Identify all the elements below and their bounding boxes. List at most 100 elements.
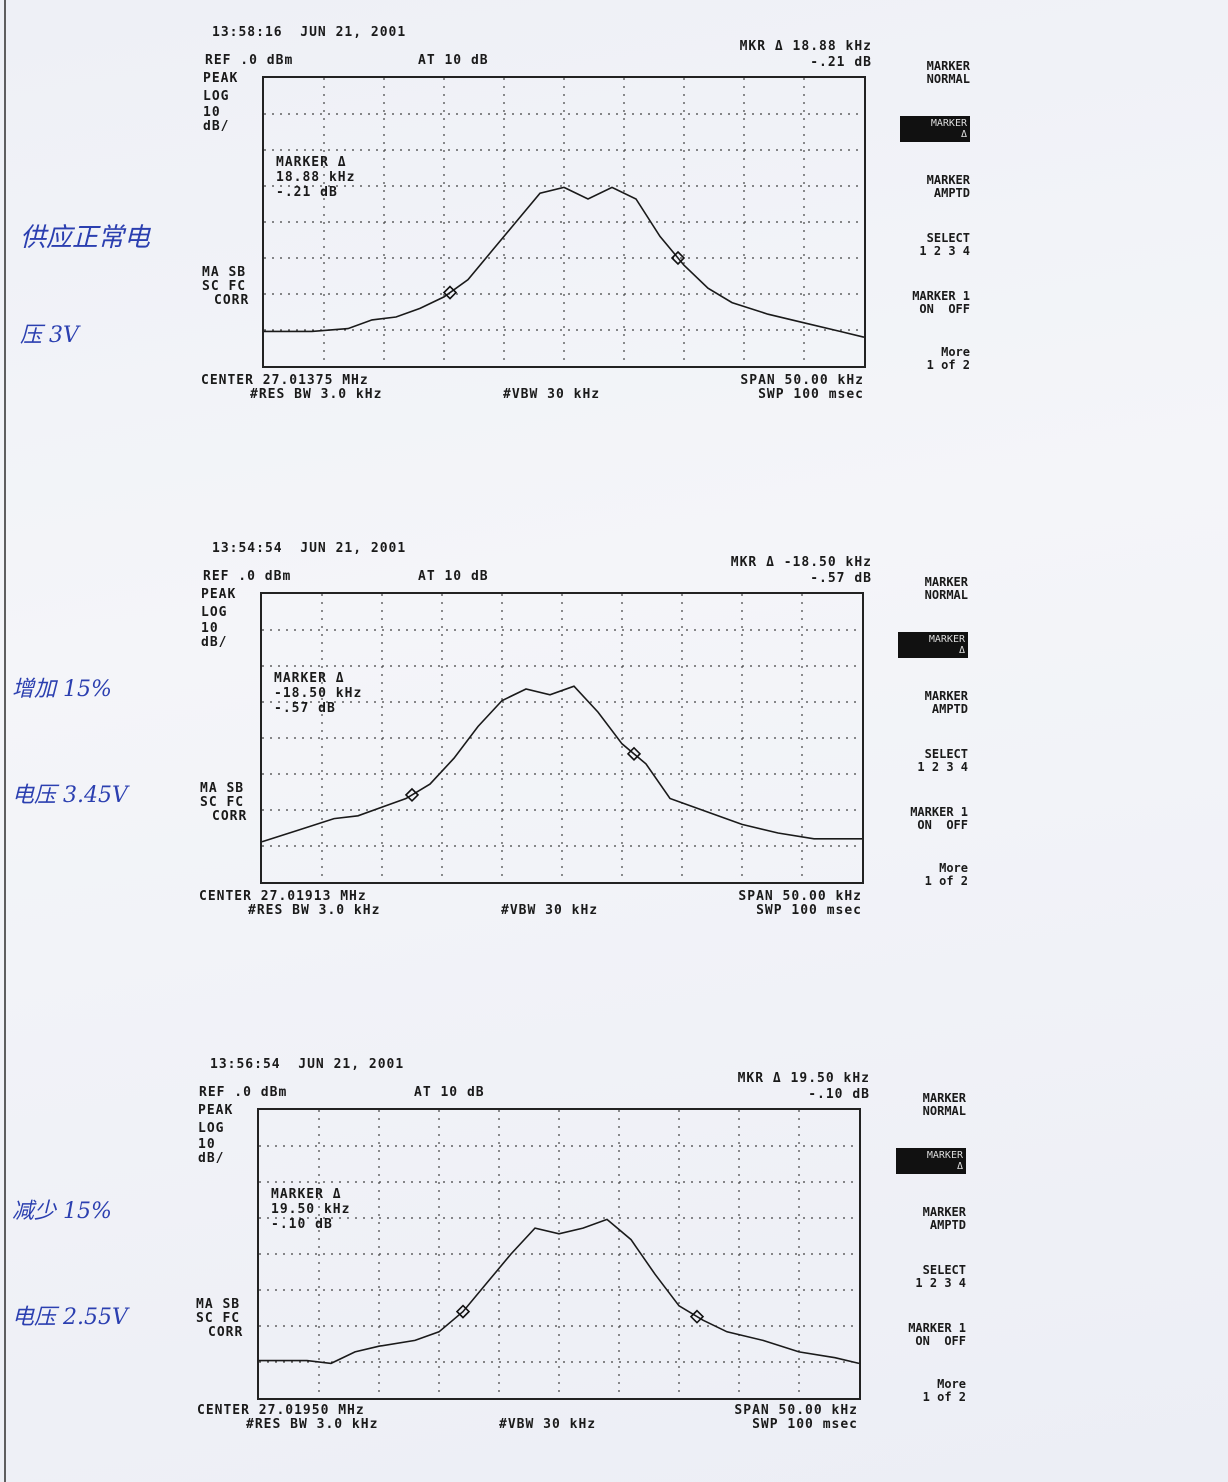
- softkey-marker-normal[interactable]: MARKER NORMAL: [868, 576, 968, 602]
- softkey-more[interactable]: More 1 of 2: [870, 346, 970, 372]
- spectrum-trace: [259, 1218, 860, 1365]
- scfc-label: SC FC: [202, 279, 247, 294]
- softkey-marker-delta[interactable]: MARKER Δ: [898, 632, 968, 658]
- trace-area: [261, 594, 862, 882]
- softkey-select[interactable]: SELECT 1 2 3 4: [866, 1264, 966, 1290]
- softkey-marker-amptd[interactable]: MARKER AMPTD: [868, 690, 968, 716]
- spectrum-trace: [264, 186, 865, 338]
- softkey-label: MARKER: [922, 1205, 966, 1219]
- softkey-panel: MARKER NORMAL MARKER Δ MARKER AMPTD SELECT…: [868, 540, 968, 920]
- softkey-label: MARKER: [924, 689, 968, 703]
- softkey-label: ON OFF: [917, 818, 968, 832]
- timestamp: 13:56:54 JUN 21, 2001: [210, 1057, 405, 1072]
- softkey-label: MARKER: [924, 575, 968, 589]
- annotation-2: 增加 15% 电压 3.45V: [12, 620, 128, 838]
- timestamp: 13:54:54 JUN 21, 2001: [212, 541, 407, 556]
- softkey-marker-amptd[interactable]: MARKER AMPTD: [870, 174, 970, 200]
- dbdiv-label: dB/: [198, 1151, 225, 1166]
- marker-box-title: MARKER Δ: [271, 1187, 342, 1202]
- center-freq: CENTER 27.01913 MHz: [199, 889, 367, 904]
- spectrum-plot-3: 13:56:54 JUN 21, 2001 REF .0 dBm AT 10 d…: [0, 1056, 1228, 1476]
- graticule: MARKER Δ 19.50 kHz -.10 dB: [257, 1108, 861, 1400]
- softkey-panel: MARKER NORMAL MARKER Δ MARKER AMPTD SELECT…: [870, 24, 970, 404]
- marker-box-freq: 18.88 kHz: [276, 170, 356, 185]
- marker-diamond: [626, 746, 642, 761]
- marker-diamond: [442, 285, 458, 300]
- softkey-select[interactable]: SELECT 1 2 3 4: [870, 232, 970, 258]
- sweep-time: SWP 100 msec: [752, 1417, 858, 1432]
- annotation-3-line2: 电压 2.55V: [12, 1305, 128, 1330]
- marker-box-title: MARKER Δ: [274, 671, 345, 686]
- ref-level: REF .0 dBm: [205, 53, 294, 68]
- scfc-label: SC FC: [200, 795, 245, 810]
- softkey-marker-delta[interactable]: MARKER Δ: [896, 1148, 966, 1174]
- marker-diamond: [455, 1304, 471, 1319]
- softkey-select[interactable]: SELECT 1 2 3 4: [868, 748, 968, 774]
- softkey-label: MARKER: [926, 59, 970, 73]
- ref-level: REF .0 dBm: [199, 1085, 288, 1100]
- log-label: LOG: [203, 89, 230, 104]
- softkey-marker1[interactable]: MARKER 1 ON OFF: [870, 290, 970, 316]
- marker-readout: MKR Δ 19.50 kHz: [737, 1071, 870, 1086]
- softkey-more[interactable]: More 1 of 2: [868, 862, 968, 888]
- marker-box-title: MARKER Δ: [276, 155, 347, 170]
- annotation-3-line1: 减少 15%: [12, 1199, 112, 1224]
- vbw: #VBW 30 kHz: [503, 387, 601, 402]
- softkey-more[interactable]: More 1 of 2: [866, 1378, 966, 1404]
- softkey-marker-amptd[interactable]: MARKER AMPTD: [866, 1206, 966, 1232]
- page-edge: [4, 0, 6, 1482]
- softkey-marker1[interactable]: MARKER 1 ON OFF: [868, 806, 968, 832]
- marker-diamond: [404, 787, 420, 803]
- res-bw: #RES BW 3.0 kHz: [246, 1417, 379, 1432]
- masb-label: MA SB: [202, 265, 247, 280]
- scfc-label: SC FC: [196, 1311, 241, 1326]
- spectrum-plot-1: 13:58:16 JUN 21, 2001 REF .0 dBm AT 10 d…: [0, 24, 1228, 444]
- scale-label: 10: [198, 1137, 216, 1152]
- softkey-label: 1 of 2: [924, 874, 968, 888]
- masb-label: MA SB: [196, 1297, 241, 1312]
- marker-readout-db: -.57 dB: [810, 571, 872, 586]
- masb-label: MA SB: [200, 781, 245, 796]
- trace-area: [264, 78, 865, 366]
- marker-diamond: [689, 1309, 705, 1324]
- softkey-label: 1 2 3 4: [919, 244, 970, 258]
- span: SPAN 50.00 kHz: [734, 1403, 858, 1418]
- annotation-2-line1: 增加 15%: [12, 677, 112, 702]
- spectrum-plot-2: 13:54:54 JUN 21, 2001 REF .0 dBm AT 10 d…: [0, 540, 1228, 960]
- softkey-label: MARKER 1: [908, 1321, 966, 1335]
- softkey-label: ON OFF: [919, 302, 970, 316]
- marker-box-db: -.21 dB: [276, 185, 338, 200]
- softkey-label: AMPTD: [931, 702, 968, 716]
- center-freq: CENTER 27.01375 MHz: [201, 373, 369, 388]
- res-bw: #RES BW 3.0 kHz: [248, 903, 381, 918]
- annotation-3: 减少 15% 电压 2.55V: [12, 1142, 128, 1360]
- softkey-marker1[interactable]: MARKER 1 ON OFF: [866, 1322, 966, 1348]
- span: SPAN 50.00 kHz: [738, 889, 862, 904]
- softkey-panel: MARKER NORMAL MARKER Δ MARKER AMPTD SELECT…: [866, 1056, 966, 1436]
- vbw: #VBW 30 kHz: [499, 1417, 597, 1432]
- res-bw: #RES BW 3.0 kHz: [250, 387, 383, 402]
- softkey-label: 1 of 2: [926, 358, 970, 372]
- softkey-label: AMPTD: [933, 186, 970, 200]
- sweep-time: SWP 100 msec: [756, 903, 862, 918]
- softkey-marker-normal[interactable]: MARKER NORMAL: [870, 60, 970, 86]
- softkey-label: ON OFF: [915, 1334, 966, 1348]
- graticule: MARKER Δ 18.88 kHz -.21 dB: [262, 76, 866, 368]
- softkey-label: SELECT: [922, 1263, 966, 1277]
- softkey-marker-normal[interactable]: MARKER NORMAL: [866, 1092, 966, 1118]
- annotation-1-line1: 供应正常电: [20, 223, 151, 253]
- softkey-label: NORMAL: [926, 72, 970, 86]
- sweep-time: SWP 100 msec: [758, 387, 864, 402]
- dbdiv-label: dB/: [203, 119, 230, 134]
- softkey-marker-delta[interactable]: MARKER Δ: [900, 116, 970, 142]
- softkey-label: MARKER 1: [910, 805, 968, 819]
- scale-label: 10: [201, 621, 219, 636]
- softkey-label: AMPTD: [929, 1218, 966, 1232]
- attenuation: AT 10 dB: [418, 569, 489, 584]
- softkey-label: More: [937, 1377, 966, 1391]
- marker-readout: MKR Δ 18.88 kHz: [739, 39, 872, 54]
- attenuation: AT 10 dB: [418, 53, 489, 68]
- graticule: MARKER Δ -18.50 kHz -.57 dB: [260, 592, 864, 884]
- annotation-2-line2: 电压 3.45V: [12, 783, 128, 808]
